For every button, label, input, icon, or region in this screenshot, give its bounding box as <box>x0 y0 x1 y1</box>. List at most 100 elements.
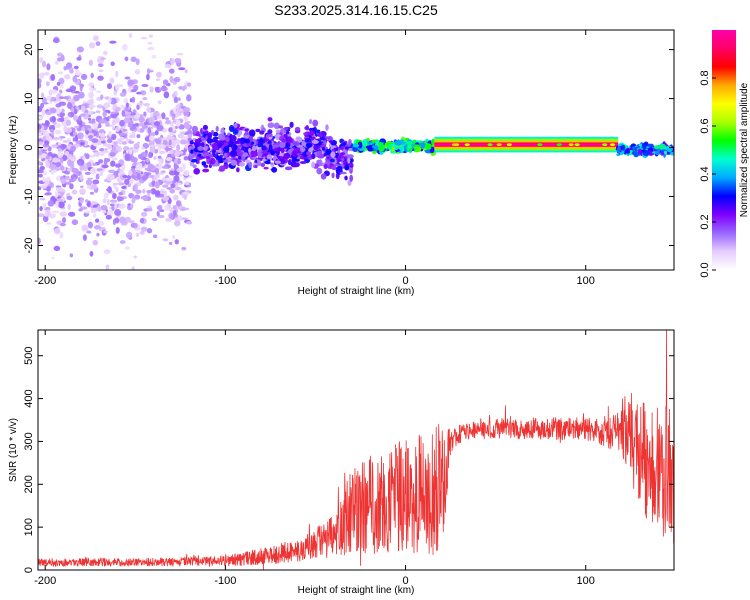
spectrogram-cell <box>89 191 95 195</box>
spectrogram-cell <box>150 188 157 195</box>
spectrogram-cell <box>278 153 286 157</box>
spectrogram-cell <box>309 130 315 136</box>
spectrogram-cell <box>69 253 74 258</box>
spectrogram-cell <box>124 76 131 80</box>
spectrogram-cell <box>186 94 192 102</box>
spectrogram-cell <box>212 136 220 140</box>
spectrogram-cell <box>190 149 194 154</box>
spectrogram-cell <box>149 86 154 93</box>
spectrogram-cell <box>454 143 460 147</box>
spectrogram-cell <box>115 70 119 78</box>
spectrogram-cell <box>65 88 73 93</box>
spectrogram-cell <box>151 54 157 59</box>
spectrogram-cell <box>632 146 636 151</box>
spectrogram-cell <box>97 206 102 212</box>
spectrogram-cell <box>146 190 153 194</box>
colorbar-label: Normalized spectral amplitude <box>739 82 750 217</box>
spectrogram-cell <box>339 171 347 175</box>
spectrogram-cell <box>251 145 257 152</box>
spectrogram-cell <box>90 72 94 79</box>
spectrogram-cell <box>266 154 272 160</box>
spectrogram-cell <box>308 147 314 153</box>
spectrogram-cell <box>117 182 125 186</box>
colorbar-tick-label: 0.6 <box>699 118 711 133</box>
spectrogram-cell <box>207 132 213 140</box>
spectrogram-cell <box>255 128 261 133</box>
spectrogram-cell <box>200 136 205 141</box>
spectrogram-cell <box>38 186 42 191</box>
spectrogram-cell <box>111 133 117 141</box>
spectrogram-cell <box>88 82 95 87</box>
spectrogram-cell <box>230 149 238 158</box>
spectrogram-cell <box>349 162 354 168</box>
spectrogram-cell <box>405 141 412 145</box>
spectrogram-cell <box>79 188 86 194</box>
spectrogram-cell <box>147 47 155 51</box>
spectrogram-cell <box>115 145 121 150</box>
spectrogram-cell <box>223 146 230 153</box>
spectrogram-cell <box>279 141 286 149</box>
spectrogram-cell <box>93 225 101 230</box>
spectrogram-cell <box>110 160 116 167</box>
spectrogram-cell <box>156 71 162 78</box>
spectrogram-cell <box>59 211 68 217</box>
spectrogram-cell <box>72 137 77 142</box>
spectrogram-cell <box>316 129 321 134</box>
spectrogram-cell <box>342 142 347 146</box>
spectrogram-cell <box>129 178 134 185</box>
spectrogram-cell <box>88 59 94 66</box>
spectrogram-cell <box>279 158 286 165</box>
spectrogram-cell <box>100 140 106 144</box>
spectrogram-cell <box>121 141 128 145</box>
snr-y-label: SNR (10 * v/v) <box>8 418 19 482</box>
spectrogram-cell <box>123 97 129 104</box>
spectrogram-cell <box>305 151 312 156</box>
spectrogram-cell <box>103 102 111 109</box>
spectrogram-cell <box>98 69 104 73</box>
spectrogram-cell <box>114 209 122 216</box>
spectrogram-cell <box>328 140 335 144</box>
snr-ticks: -200 -100 0 100 0 100 200 300 400 500 <box>23 330 674 587</box>
spectrogram-cell <box>201 161 207 166</box>
spectrogram-cell <box>85 179 93 186</box>
spectrogram-cell <box>128 134 136 139</box>
spectrogram-cell <box>38 123 42 130</box>
spectrogram-cell <box>631 150 637 156</box>
spectrogram-cell <box>117 196 124 202</box>
spectrogram-cell <box>257 149 264 157</box>
spectrogram-cell <box>112 182 120 186</box>
spectrogram-cell <box>283 133 288 139</box>
spectrogram-cell <box>168 68 175 74</box>
spectrogram-cell <box>237 133 241 138</box>
spectrogram-cell <box>620 144 626 151</box>
spectrogram-cell <box>134 69 141 75</box>
spectrogram-cell <box>113 141 118 145</box>
spectrogram-cell <box>56 81 61 86</box>
spectrogram-cell <box>78 208 83 212</box>
spectrogram-cell <box>158 172 164 176</box>
spectrogram-cell <box>193 167 201 175</box>
spectrogram-cell <box>270 150 275 156</box>
spectrogram-cell <box>146 73 150 81</box>
spectrogram-cell <box>221 157 226 161</box>
spectrogram-cell <box>178 67 186 71</box>
spectrogram-cell <box>106 187 112 192</box>
x-tick-label: -100 <box>214 575 236 587</box>
spectrogram-cell <box>171 235 176 240</box>
spectrogram-cell <box>92 162 97 167</box>
spectrogram-cell <box>60 102 67 106</box>
spectrogram-cell <box>55 187 63 192</box>
spectrogram-cell <box>143 121 148 126</box>
spectrogram-cell <box>44 140 50 145</box>
spectrogram-cell <box>669 151 674 156</box>
spectrogram-cell <box>63 65 68 71</box>
spectrogram-cell <box>175 104 180 110</box>
spectrogram-cell <box>55 200 59 208</box>
spectrogram-cell <box>464 143 470 147</box>
spectrogram-cell <box>265 133 269 139</box>
spectrogram-cell <box>45 209 51 217</box>
spectrogram-cell <box>157 204 163 211</box>
spectrogram-cell <box>125 137 129 144</box>
spectrogram-cell <box>172 210 177 216</box>
spectrogram-cell <box>63 96 70 100</box>
